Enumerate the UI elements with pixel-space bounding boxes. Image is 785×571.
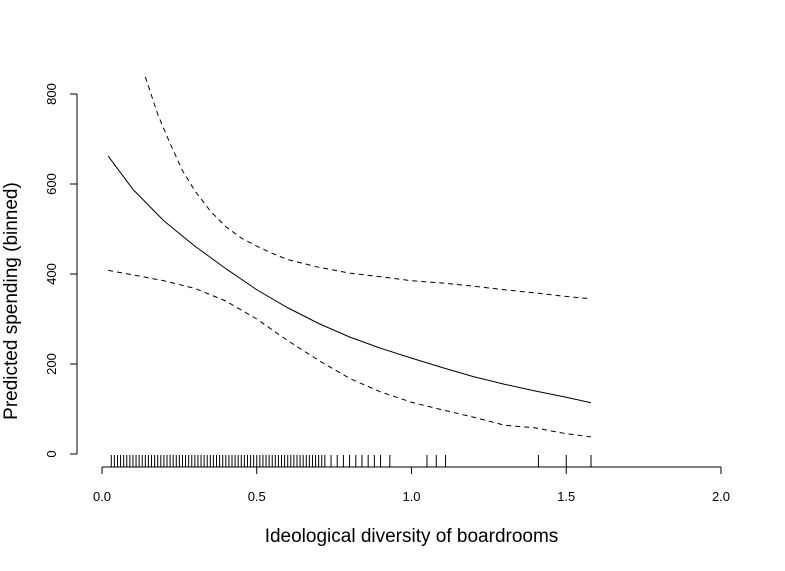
x-tick-label: 2.0 <box>712 489 730 504</box>
y-axis: 0 200 400 600 800 <box>44 83 78 458</box>
upper-confidence-line <box>144 76 592 300</box>
lower-confidence-line <box>108 269 592 438</box>
prediction-line <box>107 155 592 404</box>
y-ticks: 0 200 400 600 800 <box>44 83 77 458</box>
y-tick-label: 400 <box>44 263 59 285</box>
x-tick-label: 1.0 <box>402 489 420 504</box>
y-tick-label: 800 <box>44 83 59 105</box>
series-lines <box>107 76 592 438</box>
x-tick-label: 0.0 <box>93 489 111 504</box>
x-tick-label: 0.5 <box>248 489 266 504</box>
y-tick-label: 0 <box>44 450 59 457</box>
x-axis-title: Ideological diversity of boardrooms <box>265 526 559 547</box>
y-tick-label: 200 <box>44 353 59 375</box>
x-ticks: 0.0 0.5 1.0 1.5 2.0 <box>93 467 730 504</box>
y-tick-label: 600 <box>44 173 59 195</box>
rug-marks <box>110 455 592 467</box>
y-axis-title: Predicted spending (binned) <box>1 182 22 420</box>
x-tick-label: 1.5 <box>557 489 575 504</box>
x-axis: 0.0 0.5 1.0 1.5 2.0 <box>93 466 730 504</box>
